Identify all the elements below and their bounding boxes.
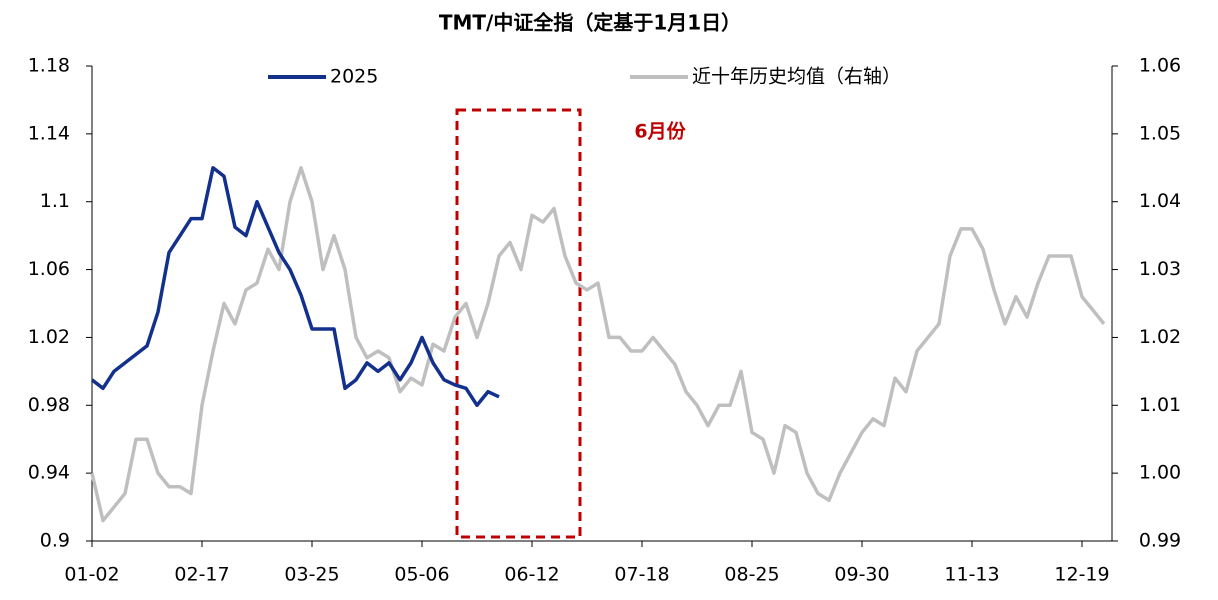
x-tick-label: 08-25 [724,564,779,586]
x-tick-label: 07-18 [614,564,669,586]
y2-tick-label: 1.01 [1139,394,1181,416]
y2-tick-label: 1.06 [1139,55,1181,77]
legend-label: 近十年历史均值（右轴） [692,66,901,88]
y-tick-label: 1.02 [28,326,70,348]
x-tick-label: 12-19 [1054,564,1109,586]
y-tick-label: 1.18 [28,55,70,77]
x-tick-label: 02-17 [174,564,229,586]
y2-tick-label: 0.99 [1139,530,1181,552]
x-tick-label: 06-12 [504,564,559,586]
annotation: 6月份 [634,120,686,143]
line-series [90,166,500,408]
line-series [90,166,1106,523]
highlight-box [455,108,582,539]
x-tick-label: 09-30 [834,564,889,586]
y2-tick-label: 1.03 [1139,258,1181,280]
y2-tick-label: 1.05 [1139,122,1181,144]
y2-tick-label: 1.00 [1139,462,1181,484]
y-tick-label: 1.1 [40,190,70,212]
y-tick-label: 0.9 [40,530,70,552]
y2-tick-label: 1.04 [1139,190,1181,212]
x-tick-label: 11-13 [944,564,999,586]
y-tick-label: 1.14 [28,122,70,144]
y-tick-label: 0.94 [28,462,70,484]
chart-title: TMT/中证全指（定基于1月1日） [439,11,741,35]
y-tick-label: 1.06 [28,258,70,280]
y-tick-label: 0.98 [28,394,70,416]
y2-tick-label: 1.02 [1139,326,1181,348]
legend-label: 2025 [330,66,378,88]
x-tick-label: 01-02 [64,564,119,586]
x-tick-label: 03-25 [284,564,339,586]
x-tick-label: 05-06 [394,564,449,586]
